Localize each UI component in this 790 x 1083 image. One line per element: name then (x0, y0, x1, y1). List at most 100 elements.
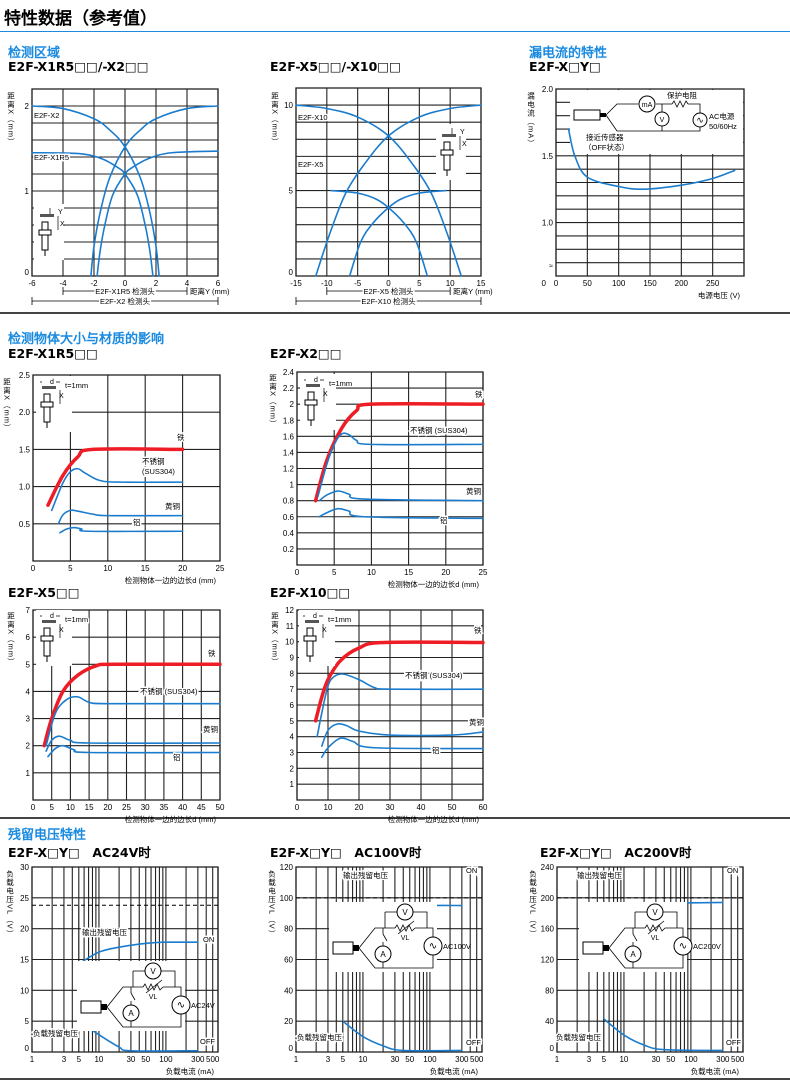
series-annotation: E2F-X2 (34, 111, 59, 120)
y-tick-label: 10 (284, 101, 293, 110)
series-annotation: 输出残留电压 (577, 870, 622, 880)
chart-title: E2F-X1R5□□/-X2□□ (8, 59, 149, 74)
chart-title: E2F-X1R5□□ (8, 346, 98, 361)
x-tick-label: 100 (159, 1055, 173, 1064)
y-tick-label: 5 (25, 1017, 30, 1026)
y-tick-label: 6 (26, 633, 31, 642)
sensor-dimension-inset: YX (436, 124, 467, 180)
x-tick-label: 40 (178, 803, 187, 812)
target-plate-icon (42, 386, 56, 389)
x-axis-label: 负载电流 (mA) (430, 1066, 479, 1076)
x-tick-label: 6 (216, 279, 221, 288)
y-axis-label: 距离X（mm） (268, 374, 277, 429)
thickness-label: t=1mm (329, 379, 352, 388)
target-plate-icon (40, 214, 54, 217)
y-axis-label: 距离X（mm） (2, 378, 11, 433)
y-tick-label: 240 (541, 863, 555, 872)
sensor-dimension-inset: dXt=1mm (36, 376, 90, 432)
x-tick-label: -4 (59, 279, 67, 288)
ac-wave-icon: ∿ (429, 941, 437, 952)
y-tick-label: 7 (26, 606, 31, 615)
ammeter-icon (122, 1004, 140, 1022)
x-tick-label: 1 (555, 1055, 560, 1064)
residual-circuit-diagram: V A ∿ VL AC200V (579, 902, 721, 972)
ammeter-label: mA (642, 102, 653, 109)
series-line (341, 1020, 463, 1052)
y-tick-label: 25 (20, 894, 29, 903)
plot-frame (296, 609, 484, 801)
x-tick-label: 10 (446, 279, 455, 288)
series-line (50, 467, 184, 512)
x-tick-label: 10 (66, 803, 75, 812)
section-divider (0, 312, 790, 314)
dimension-line (49, 208, 59, 230)
x-tick-label: 5 (417, 279, 422, 288)
y-tick-label: 100 (280, 894, 294, 903)
sensor-cable-icon (353, 945, 359, 951)
x-tick-label: 0 (295, 803, 300, 812)
series-annotation: 不锈钢 (SUS304) (410, 425, 468, 435)
x-tick-label: 2 (154, 279, 159, 288)
series-annotation: E2F-X10 (298, 113, 328, 122)
plot-frame (31, 88, 219, 277)
sensor-nut-icon (40, 635, 54, 642)
chart-title: E2F-X5□□ (8, 585, 80, 600)
switch-icon (632, 933, 638, 942)
y-axis-label: 负载电压VL（V） (267, 869, 276, 939)
series-annotation: E2F-X1R5 (34, 153, 69, 162)
x-tick-label: 100 (612, 279, 626, 288)
series-line (318, 490, 484, 502)
series-annotation: 不锈钢 (SUS304) (140, 686, 198, 696)
y-tick-label: 40 (284, 986, 293, 995)
section-divider (0, 1078, 790, 1080)
residual-circuit-diagram: V A ∿ VL AC100V (329, 902, 471, 972)
range-label: E2F-X10 检测头 (361, 296, 416, 306)
x-tick-label: -5 (354, 279, 362, 288)
x-tick-label: 50 (216, 803, 225, 812)
x-tick-label: 30 (386, 803, 395, 812)
y-tick-label: 0 (25, 268, 30, 277)
y-tick-label: 0.6 (283, 513, 295, 522)
x-tick-label: 300 (191, 1055, 205, 1064)
chart-3: 0 5 10 15 20 25 0.5 1.0 1.5 2.0 2.5 距离X（mm） 检测物体一边的边… (2, 371, 225, 585)
series-line (330, 189, 429, 277)
series-annotation: (SUS304) (142, 467, 175, 476)
dimension-line (304, 379, 325, 402)
y-tick-label: 11 (286, 622, 295, 631)
chart-7: 1 3 5 10 30 50 100 300 500 0 5 10 15 20 25 30 负载电压VL（V） 负… (5, 863, 220, 1076)
dimension-line (451, 128, 461, 150)
x-tick-label: -15 (290, 279, 302, 288)
series-line (77, 941, 199, 965)
x-tick-label: 1 (294, 1055, 299, 1064)
x-tick-label: 0 (295, 568, 300, 577)
x-tick-label: 500 (470, 1055, 484, 1064)
x-tick-label: 30 (390, 1055, 399, 1064)
series-annotation: 黄铜 (165, 501, 180, 511)
x-tick-label: 0 (386, 279, 391, 288)
section-title-size-material: 检测物体大小与材质的影响 (8, 332, 165, 347)
x-tick-label: 5 (332, 568, 337, 577)
series-annotation: 不锈钢 (142, 456, 165, 466)
switch-icon (382, 933, 388, 942)
series-line (321, 722, 484, 747)
chart-5: 0 5 10 15 20 25 30 35 40 45 501234567距离X（mm）检测物体一边… (6, 606, 225, 824)
x-axis-label: 距离Y (mm) (453, 286, 493, 296)
x-tick-label: 4 (185, 279, 190, 288)
y-tick-label: 40 (545, 1017, 554, 1026)
x-tick-label: 3 (62, 1055, 67, 1064)
thickness-label: t=1mm (65, 381, 88, 390)
x-tick-label: 0 (554, 279, 559, 288)
x-tick-label: 5 (602, 1055, 607, 1064)
sensor-body-icon (43, 393, 51, 423)
load-voltage-label: VL (149, 994, 158, 1001)
x-tick-label: 300 (455, 1055, 469, 1064)
sensor-body-icon (443, 141, 451, 171)
series-line (47, 744, 221, 758)
y-tick-label: 0 (289, 268, 294, 277)
series-annotation: 黄铜 (203, 724, 218, 734)
variable-load-icon (142, 979, 164, 994)
series-annotation: 输出残留电压 (82, 927, 127, 937)
y-tick-label: 2.2 (283, 384, 295, 393)
y-tick-label: 1 (290, 780, 295, 789)
